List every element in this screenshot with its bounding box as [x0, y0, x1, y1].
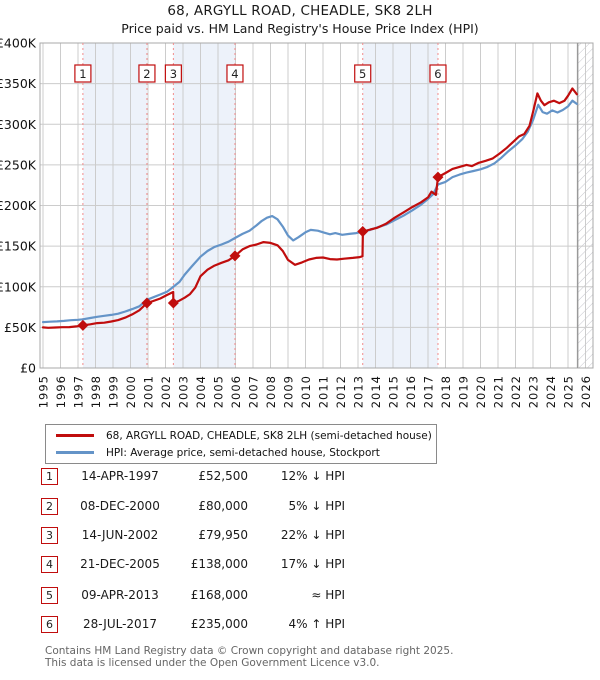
legend-label-property: 68, ARGYLL ROAD, CHEADLE, SK8 2LH (semi-… — [106, 429, 432, 442]
svg-text:£300K: £300K — [0, 117, 37, 132]
svg-text:£400K: £400K — [0, 36, 37, 51]
property-line-swatch — [56, 434, 94, 437]
svg-text:2026: 2026 — [579, 375, 593, 408]
svg-text:2007: 2007 — [247, 375, 261, 408]
svg-text:2: 2 — [143, 67, 150, 81]
sale-row-1: 1 14-APR-1997 £52,500 12% ↓ HPI — [41, 468, 401, 485]
svg-text:£100K: £100K — [0, 279, 37, 294]
svg-text:2022: 2022 — [509, 375, 523, 408]
svg-text:2009: 2009 — [282, 375, 296, 408]
svg-text:1998: 1998 — [89, 375, 103, 408]
svg-text:2023: 2023 — [527, 375, 541, 408]
svg-text:£200K: £200K — [0, 198, 37, 213]
svg-text:2024: 2024 — [544, 375, 558, 408]
svg-text:2013: 2013 — [352, 375, 366, 408]
svg-text:£350K: £350K — [0, 76, 37, 91]
svg-text:2014: 2014 — [369, 375, 383, 408]
svg-text:1996: 1996 — [54, 375, 68, 408]
chart-legend: 68, ARGYLL ROAD, CHEADLE, SK8 2LH (semi-… — [45, 424, 437, 464]
legend-item-property: 68, ARGYLL ROAD, CHEADLE, SK8 2LH (semi-… — [46, 429, 436, 443]
svg-text:2008: 2008 — [264, 375, 278, 408]
svg-text:5: 5 — [359, 67, 366, 81]
svg-text:2010: 2010 — [299, 375, 313, 408]
sale-number-badge: 6 — [41, 616, 58, 633]
svg-text:1: 1 — [79, 67, 86, 81]
svg-text:1997: 1997 — [72, 375, 86, 408]
sale-hpi-delta: 17% ↓ HPI — [280, 557, 345, 571]
page-subtitle: Price paid vs. HM Land Registry's House … — [121, 21, 479, 36]
svg-text:£250K: £250K — [0, 157, 37, 172]
svg-text:2020: 2020 — [474, 375, 488, 408]
svg-text:2017: 2017 — [422, 375, 436, 408]
svg-text:2018: 2018 — [439, 375, 453, 408]
svg-text:2015: 2015 — [387, 375, 401, 408]
legend-label-hpi: HPI: Average price, semi-detached house,… — [106, 446, 380, 459]
svg-text:£50K: £50K — [4, 320, 37, 335]
svg-text:2012: 2012 — [334, 375, 348, 408]
svg-text:4: 4 — [231, 67, 238, 81]
svg-text:£0: £0 — [20, 361, 36, 376]
sale-row-3: 3 14-JUN-2002 £79,950 22% ↓ HPI — [41, 527, 401, 544]
sale-date: 21-DEC-2005 — [80, 557, 160, 571]
hpi-line-swatch — [56, 451, 94, 454]
sale-price: £79,950 — [198, 528, 248, 542]
sale-row-4: 4 21-DEC-2005 £138,000 17% ↓ HPI — [41, 556, 401, 573]
sale-hpi-delta: 5% ↓ HPI — [288, 499, 345, 513]
sale-price: £138,000 — [190, 557, 248, 571]
sale-date: 09-APR-2013 — [81, 588, 159, 602]
sale-row-5: 5 09-APR-2013 £168,000 ≈ HPI — [41, 587, 401, 604]
sale-hpi-delta: 12% ↓ HPI — [280, 469, 345, 483]
svg-text:2004: 2004 — [194, 375, 208, 408]
svg-text:2011: 2011 — [317, 375, 331, 408]
svg-text:£150K: £150K — [0, 239, 37, 254]
sale-price: £168,000 — [190, 588, 248, 602]
sale-number-badge: 5 — [41, 587, 58, 604]
license-line-1: Contains HM Land Registry data © Crown c… — [45, 645, 454, 657]
sale-date: 08-DEC-2000 — [80, 499, 160, 513]
sale-number-badge: 3 — [41, 527, 58, 544]
svg-text:2002: 2002 — [159, 375, 173, 408]
sale-number-badge: 4 — [41, 556, 58, 573]
sale-price: £52,500 — [198, 469, 248, 483]
svg-text:2006: 2006 — [229, 375, 243, 408]
sale-date: 28-JUL-2017 — [83, 617, 157, 631]
svg-text:2019: 2019 — [457, 375, 471, 408]
sale-date: 14-APR-1997 — [81, 469, 159, 483]
sale-date: 14-JUN-2002 — [81, 528, 159, 542]
sale-price: £235,000 — [190, 617, 248, 631]
sale-hpi-delta: ≈ HPI — [311, 588, 345, 602]
price-history-chart: 1 2 3 4 5 6 £0 £50K £100K £150K £200K £250K £300K £35… — [0, 36, 594, 408]
page-title: 68, ARGYLL ROAD, CHEADLE, SK8 2LH — [167, 3, 433, 19]
sale-row-6: 6 28-JUL-2017 £235,000 4% ↑ HPI — [41, 616, 401, 633]
sale-row-2: 2 08-DEC-2000 £80,000 5% ↓ HPI — [41, 498, 401, 515]
sale-hpi-delta: 4% ↑ HPI — [288, 617, 345, 631]
svg-text:2005: 2005 — [212, 375, 226, 408]
sale-hpi-delta: 22% ↓ HPI — [280, 528, 345, 542]
sale-price: £80,000 — [198, 499, 248, 513]
svg-text:2003: 2003 — [177, 375, 191, 408]
svg-text:1999: 1999 — [107, 375, 121, 408]
svg-text:2021: 2021 — [492, 375, 506, 408]
sale-number-badge: 2 — [41, 498, 58, 515]
license-line-2: This data is licensed under the Open Gov… — [45, 657, 380, 669]
svg-text:2001: 2001 — [142, 375, 156, 408]
svg-text:3: 3 — [170, 67, 177, 81]
license-footer: Contains HM Land Registry data © Crown c… — [45, 645, 585, 669]
svg-text:6: 6 — [434, 67, 441, 81]
svg-text:1995: 1995 — [37, 375, 51, 408]
svg-text:2016: 2016 — [404, 375, 418, 408]
svg-text:2000: 2000 — [124, 375, 138, 408]
svg-text:2025: 2025 — [562, 375, 576, 408]
legend-item-hpi: HPI: Average price, semi-detached house,… — [46, 446, 436, 460]
sale-number-badge: 1 — [41, 468, 58, 485]
